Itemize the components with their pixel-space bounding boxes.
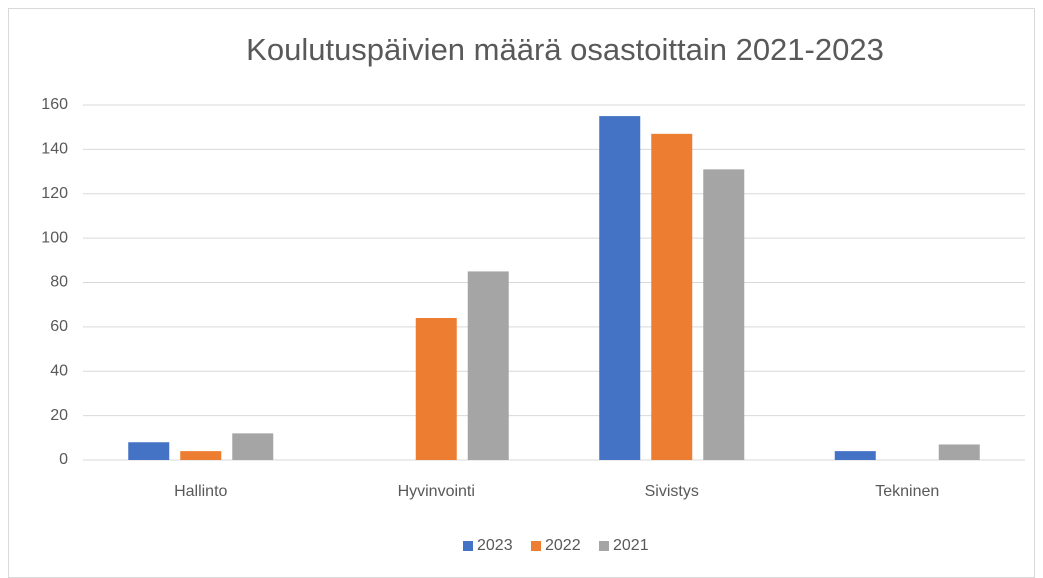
x-tick-label: Hallinto — [174, 483, 227, 500]
y-tick-label: 140 — [41, 141, 68, 158]
bar — [232, 433, 274, 460]
chart-border — [8, 8, 1035, 578]
bar — [703, 169, 745, 460]
bar — [180, 451, 222, 460]
y-tick-label: 60 — [50, 318, 68, 335]
y-tick-label: 160 — [41, 96, 68, 113]
y-tick-label: 80 — [50, 274, 68, 291]
legend-swatch — [531, 541, 541, 551]
y-tick-label: 0 — [59, 451, 68, 468]
x-tick-label: Tekninen — [875, 483, 939, 500]
bar — [651, 133, 693, 460]
y-tick-label: 20 — [50, 407, 68, 424]
legend-label: 2023 — [477, 537, 513, 554]
chart-title: Koulutuspäivien määrä osastoittain 2021-… — [246, 32, 884, 67]
bar — [599, 116, 641, 460]
bar — [834, 451, 876, 460]
legend-swatch — [599, 541, 609, 551]
legend-swatch — [463, 541, 473, 551]
y-tick-label: 120 — [41, 185, 68, 202]
y-tick-label: 100 — [41, 229, 68, 246]
bar — [415, 318, 457, 460]
x-tick-label: Sivistys — [645, 483, 699, 500]
x-tick-label: Hyvinvointi — [398, 483, 475, 500]
y-tick-label: 40 — [50, 362, 68, 379]
bar — [467, 271, 509, 460]
bar — [938, 444, 980, 460]
legend-label: 2022 — [545, 537, 581, 554]
bar — [128, 442, 170, 460]
legend-label: 2021 — [613, 537, 649, 554]
